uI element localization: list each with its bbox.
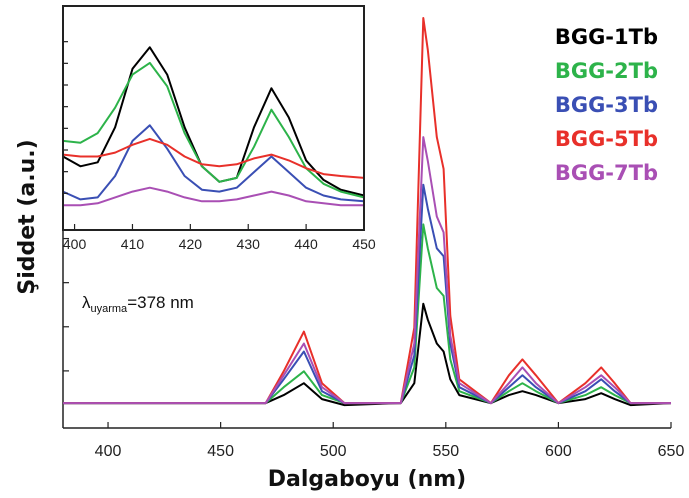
legend-item-bgg-3tb: BGG-3Tb [555, 93, 658, 117]
inset-x-tick-label: 420 [179, 236, 203, 252]
main-x-tick-label: 500 [320, 443, 347, 460]
main-x-tick-label: 650 [658, 443, 685, 460]
main-series-bgg-1tb [63, 302, 672, 407]
main-series [63, 17, 672, 407]
main-x-ticks: 400 450 500 550 600 650 [95, 422, 685, 460]
lambda-subscript: uyarma [91, 303, 129, 315]
legend-item-bgg-2tb: BGG-2Tb [555, 59, 658, 83]
inset-frame-bg [63, 6, 364, 230]
inset-series-bgg-5tb [62, 137, 365, 179]
main-series-bgg-7tb [63, 136, 671, 405]
inset-series-bgg-7tb [63, 186, 364, 207]
inset-x-tick-label: 450 [352, 236, 376, 252]
excitation-value: =378 nm [127, 293, 194, 312]
legend: BGG-1Tb BGG-2Tb BGG-3Tb BGG-5Tb BGG-7Tb [555, 25, 658, 185]
inset-x-tick-label: 440 [294, 236, 318, 252]
inset-series-bgg-3tb [62, 124, 365, 203]
inset-series-bgg-2tb [62, 61, 365, 199]
inset-series [62, 46, 365, 207]
x-axis-title: Dalgaboyu (nm) [268, 467, 466, 492]
main-series-bgg-5tb [63, 17, 671, 405]
inset-x-ticks: 400 410 420 430 440 450 [63, 224, 376, 252]
main-series-bgg-3tb [63, 183, 671, 405]
inset-frame [62, 5, 365, 231]
main-x-tick-label: 600 [545, 443, 572, 460]
excitation-annotation: λuyarma=378 nm [82, 293, 194, 315]
inset-x-tick-label: 410 [121, 236, 145, 252]
legend-item-bgg-1tb: BGG-1Tb [555, 25, 658, 49]
main-series-bgg-2tb [63, 223, 671, 405]
main-x-tick-label: 450 [207, 443, 234, 460]
inset-chart: 400 410 420 430 440 450 [62, 5, 376, 252]
y-axis-title: Şiddet (a.u.) [15, 139, 40, 294]
inset-x-tick-label: 400 [63, 236, 87, 252]
main-x-tick-label: 550 [432, 443, 459, 460]
lambda-symbol: λ [82, 293, 91, 312]
legend-item-bgg-5tb: BGG-5Tb [555, 127, 658, 151]
inset-x-tick-label: 430 [237, 236, 261, 252]
main-x-tick-label: 400 [95, 443, 122, 460]
legend-item-bgg-7tb: BGG-7Tb [555, 161, 658, 185]
